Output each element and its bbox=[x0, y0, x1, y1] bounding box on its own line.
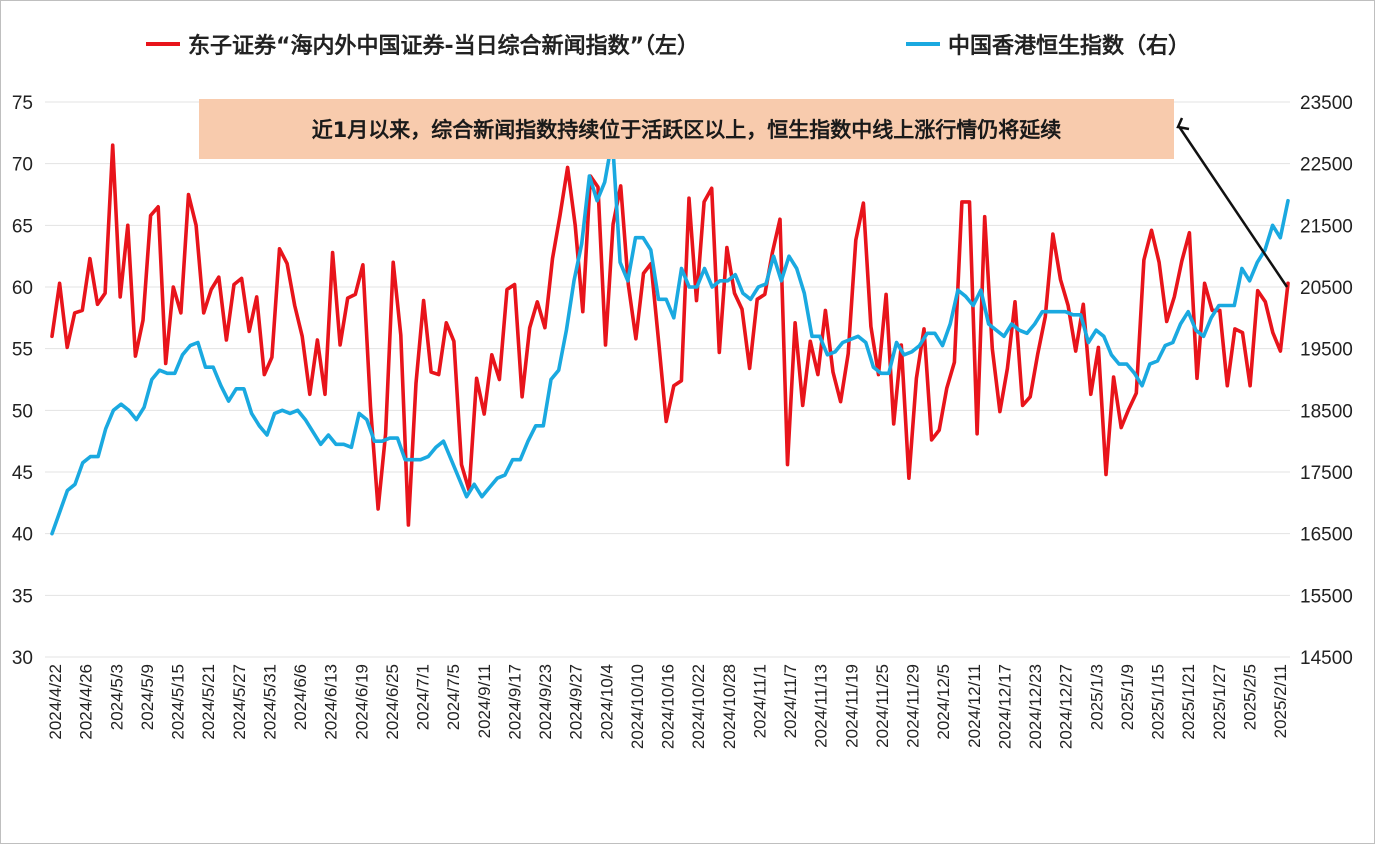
arrow-line bbox=[1178, 127, 1289, 288]
gridlines bbox=[45, 101, 1290, 658]
x-tick-label: 2025/2/11 bbox=[1271, 664, 1290, 738]
x-tick-label: 2024/7/5 bbox=[444, 664, 463, 730]
x-axis-ticks: 2024/4/22 2024/4/26 2024/5/3 2024/5/9 2024/5… bbox=[46, 664, 1290, 749]
y-right-tick-label: 19500 bbox=[1300, 340, 1353, 361]
y-axis-left-ticks: 30 35 40 45 50 55 60 65 70 75 bbox=[12, 93, 33, 669]
series-line-news-index bbox=[50, 143, 1290, 527]
y-right-tick-label: 14500 bbox=[1300, 648, 1353, 669]
x-tick-label: 2024/6/6 bbox=[291, 664, 310, 730]
x-tick-label: 2024/10/4 bbox=[597, 664, 616, 740]
y-right-tick-label: 23500 bbox=[1300, 93, 1353, 114]
y-right-tick-label: 16500 bbox=[1300, 525, 1353, 546]
x-tick-label: 2024/5/15 bbox=[169, 664, 188, 740]
legend-item-left-series: 东子证券“海内外中国证券-当日综合新闻指数”（左） bbox=[146, 28, 699, 60]
x-tick-label: 2025/1/27 bbox=[1210, 664, 1229, 740]
series-lines bbox=[50, 137, 1290, 536]
y-left-tick-label: 70 bbox=[12, 155, 33, 176]
x-tick-label: 2024/9/17 bbox=[505, 664, 524, 740]
y-left-tick-label: 50 bbox=[12, 401, 33, 422]
x-tick-label: 2024/6/19 bbox=[352, 664, 371, 740]
x-tick-label: 2024/12/11 bbox=[965, 664, 984, 748]
x-tick-label: 2025/1/21 bbox=[1179, 664, 1198, 740]
y-right-tick-label: 15500 bbox=[1300, 586, 1353, 607]
annotation-arrow bbox=[1176, 117, 1289, 288]
legend-swatch-blue bbox=[906, 42, 940, 46]
x-tick-label: 2024/4/26 bbox=[77, 664, 96, 740]
y-left-tick-label: 75 bbox=[12, 93, 33, 114]
y-axis-right-ticks: 14500 15500 16500 17500 18500 19500 20500 21500… bbox=[1300, 93, 1353, 669]
y-left-tick-label: 55 bbox=[12, 340, 33, 361]
series-line-hang-seng bbox=[50, 137, 1290, 536]
x-tick-label: 2024/4/22 bbox=[46, 664, 65, 740]
legend-label-left-series: 东子证券“海内外中国证券-当日综合新闻指数”（左） bbox=[188, 34, 700, 59]
x-tick-label: 2024/9/27 bbox=[567, 664, 586, 740]
legend-swatch-red bbox=[146, 42, 180, 46]
x-tick-label: 2024/11/13 bbox=[812, 664, 831, 748]
x-tick-label: 2024/5/3 bbox=[107, 664, 126, 730]
y-left-tick-label: 35 bbox=[12, 586, 33, 607]
x-tick-label: 2024/7/1 bbox=[414, 664, 433, 730]
legend-item-right-series: 中国香港恒生指数（右） bbox=[906, 28, 1190, 60]
x-tick-label: 2024/11/19 bbox=[842, 664, 861, 748]
x-tick-label: 2024/12/5 bbox=[934, 664, 953, 740]
x-tick-label: 2024/5/31 bbox=[260, 664, 279, 740]
y-left-tick-label: 40 bbox=[12, 525, 33, 546]
x-tick-label: 2024/9/23 bbox=[536, 664, 555, 740]
x-tick-label: 2024/10/10 bbox=[628, 664, 647, 749]
x-tick-label: 2024/12/27 bbox=[1057, 664, 1076, 749]
x-tick-label: 2024/11/25 bbox=[873, 664, 892, 748]
x-tick-label: 2025/2/5 bbox=[1240, 664, 1259, 730]
x-tick-label: 2024/11/1 bbox=[750, 664, 769, 738]
y-right-tick-label: 18500 bbox=[1300, 401, 1353, 422]
x-tick-label: 2024/10/28 bbox=[720, 664, 739, 749]
arrow-head bbox=[1176, 117, 1190, 131]
x-tick-label: 2024/5/21 bbox=[199, 664, 218, 740]
y-right-tick-label: 17500 bbox=[1300, 463, 1353, 484]
x-tick-label: 2025/1/15 bbox=[1149, 664, 1168, 740]
x-tick-label: 2024/6/25 bbox=[383, 664, 402, 740]
x-tick-label: 2024/5/9 bbox=[138, 664, 157, 730]
y-left-tick-label: 65 bbox=[12, 216, 33, 237]
annotation-box: 近1月以来，综合新闻指数持续位于活跃区以上，恒生指数中线上涨行情仍将延续 bbox=[199, 99, 1174, 159]
x-tick-label: 2024/12/23 bbox=[1026, 664, 1045, 749]
x-tick-label: 2024/11/7 bbox=[781, 664, 800, 738]
x-tick-label: 2024/12/17 bbox=[995, 664, 1014, 749]
y-left-tick-label: 45 bbox=[12, 463, 33, 484]
x-tick-label: 2024/10/16 bbox=[659, 664, 678, 749]
x-tick-label: 2024/6/13 bbox=[322, 664, 341, 740]
x-tick-label: 2024/10/22 bbox=[689, 664, 708, 749]
x-tick-label: 2025/1/9 bbox=[1118, 664, 1137, 730]
x-tick-label: 2025/1/3 bbox=[1087, 664, 1106, 730]
x-tick-label: 2024/5/27 bbox=[230, 664, 249, 740]
y-right-tick-label: 20500 bbox=[1300, 278, 1353, 299]
y-right-tick-label: 22500 bbox=[1300, 155, 1353, 176]
y-right-tick-label: 21500 bbox=[1300, 216, 1353, 237]
x-tick-label: 2024/9/11 bbox=[475, 664, 494, 738]
y-left-tick-label: 30 bbox=[12, 648, 33, 669]
legend-label-right-series: 中国香港恒生指数（右） bbox=[948, 34, 1191, 59]
y-left-tick-label: 60 bbox=[12, 278, 33, 299]
x-tick-label: 2024/11/29 bbox=[904, 664, 923, 748]
